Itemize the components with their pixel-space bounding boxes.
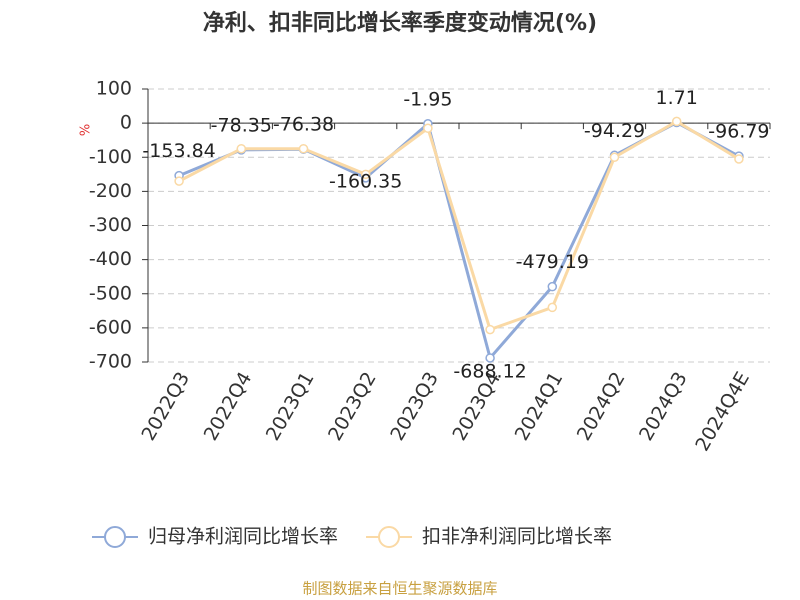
legend-label: 扣非净利润同比增长率: [422, 526, 612, 548]
chart-title: 净利、扣非同比增长率季度变动情况(%): [203, 10, 597, 36]
legend: 归母净利润同比增长率 扣非净利润同比增长率: [92, 526, 612, 548]
point: [734, 154, 744, 164]
y-tick-label: -100: [89, 146, 132, 168]
point: [423, 123, 433, 133]
point: [609, 152, 620, 162]
x-tick-label: 2024Q4E: [691, 368, 754, 455]
x-tick-label: 2023Q1: [262, 368, 319, 444]
point: [547, 281, 558, 292]
legend-label: 归母净利润同比增长率: [148, 526, 338, 548]
y-tick-label: -600: [89, 316, 132, 338]
point: [671, 116, 682, 127]
value-label: -1.95: [403, 88, 452, 110]
y-tick-label: -300: [89, 214, 132, 236]
point: [485, 353, 495, 363]
legend-marker: [104, 526, 126, 548]
point: [236, 143, 247, 154]
value-label: -688.12: [453, 360, 526, 382]
x-tick-label: 2024Q3: [635, 368, 692, 444]
value-label: -76.38: [273, 114, 334, 136]
series-line: [178, 119, 740, 332]
point: [298, 143, 309, 154]
point: [360, 169, 371, 180]
value-label: -153.84: [142, 140, 215, 162]
point: [174, 176, 184, 186]
y-tick-label: -700: [89, 351, 132, 373]
y-tick-label: -200: [89, 180, 132, 202]
x-tick-label: 2023Q2: [324, 368, 381, 444]
value-label: -479.19: [516, 251, 589, 273]
value-label: -160.35: [329, 170, 402, 192]
y-tick-label: -500: [89, 282, 132, 304]
series-line: [178, 120, 740, 362]
y-tick-label: -400: [89, 248, 132, 270]
value-label: -96.79: [708, 121, 769, 143]
x-tick-label: 2023Q3: [386, 368, 443, 444]
x-tick-label: 2022Q4: [200, 368, 257, 444]
legend-marker: [378, 526, 401, 548]
y-axis-label: %: [79, 124, 94, 136]
x-tick-label: 2024Q2: [573, 368, 630, 444]
source: 制图数据来自恒生聚源数据库: [302, 580, 497, 598]
value-label: 1.71: [656, 87, 698, 109]
point: [485, 324, 495, 335]
y-tick-label: 100: [96, 78, 132, 100]
value-label: -94.29: [584, 120, 645, 142]
y-tick-label: 0: [120, 112, 132, 134]
x-tick-label: 2022Q3: [137, 368, 194, 444]
value-label: -78.35: [211, 114, 272, 136]
point: [547, 302, 558, 313]
